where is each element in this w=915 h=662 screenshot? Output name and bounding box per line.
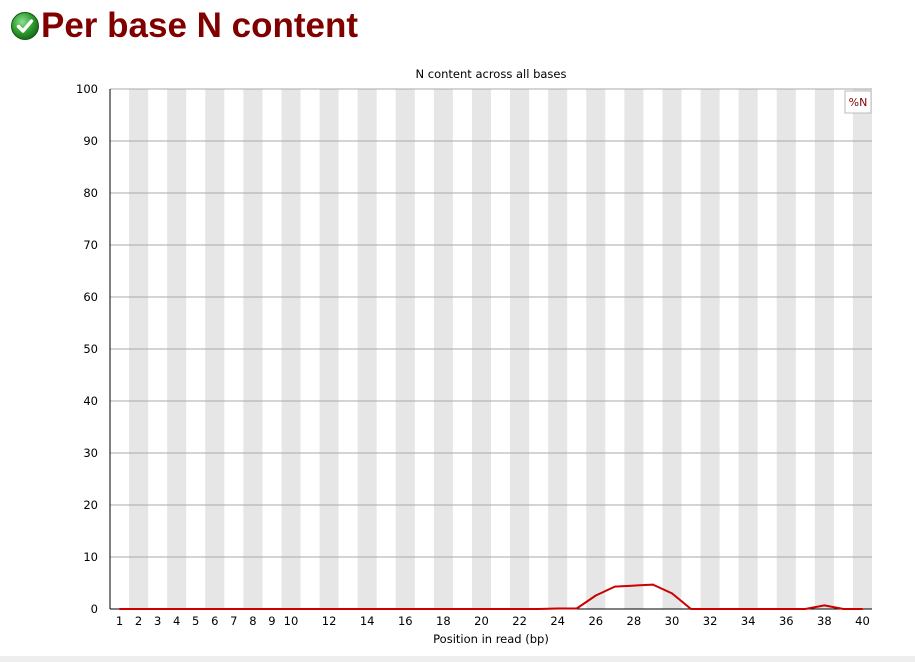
x-tick-label: 3 (154, 614, 161, 628)
x-tick-label: 5 (192, 614, 199, 628)
x-tick-label: 40 (855, 614, 870, 628)
x-tick-label: 2 (135, 614, 142, 628)
data-point (690, 608, 692, 610)
data-point (652, 583, 654, 586)
data-point (442, 608, 445, 610)
x-tick-label: 14 (360, 614, 375, 628)
x-tick-label: 10 (284, 614, 299, 628)
data-point (747, 608, 750, 610)
x-tick-label: 1 (116, 614, 123, 628)
data-point (290, 608, 292, 610)
y-tick-label: 60 (83, 290, 98, 304)
x-axis-label: Position in read (bp) (433, 632, 549, 646)
data-point (594, 594, 597, 597)
x-tick-label: 24 (550, 614, 565, 628)
x-tick-label: 20 (474, 614, 489, 628)
y-tick-label: 10 (83, 550, 98, 564)
module-header: Per base N content (10, 4, 358, 48)
x-tick-label: 28 (627, 614, 642, 628)
bottom-divider (0, 656, 915, 662)
data-point (251, 608, 254, 610)
x-tick-label: 4 (173, 614, 180, 628)
x-tick-label: 36 (779, 614, 794, 628)
data-point (423, 608, 426, 610)
data-point (461, 608, 464, 610)
y-tick-label: 80 (83, 186, 98, 200)
data-point (271, 608, 273, 610)
data-point (823, 604, 826, 607)
check-circle-icon (11, 12, 39, 40)
data-point (309, 608, 311, 610)
data-point (842, 608, 845, 610)
data-point (385, 608, 388, 610)
data-point (499, 608, 502, 610)
data-point (175, 608, 178, 610)
data-point (404, 608, 407, 610)
series-line-0 (119, 583, 863, 610)
data-point (613, 585, 616, 588)
x-tick-label: 34 (741, 614, 756, 628)
data-point (232, 608, 235, 610)
data-point (518, 608, 521, 610)
data-point (766, 608, 769, 610)
y-tick-label: 20 (83, 498, 98, 512)
x-tick-label: 16 (398, 614, 413, 628)
data-point (156, 608, 159, 610)
data-point (671, 592, 673, 595)
data-point (137, 608, 140, 610)
data-point (709, 608, 711, 610)
data-point (785, 608, 788, 610)
y-tick-label: 90 (83, 134, 98, 148)
y-tick-label: 50 (83, 342, 98, 356)
x-tick-label: 22 (512, 614, 527, 628)
x-tick-label: 7 (230, 614, 237, 628)
data-point (328, 608, 330, 610)
data-point (728, 608, 731, 610)
legend-box (844, 90, 872, 114)
data-point (118, 608, 121, 610)
data-point (575, 607, 578, 610)
x-tick-label: 32 (703, 614, 718, 628)
data-point (194, 608, 197, 610)
data-point (480, 608, 483, 610)
data-point (861, 608, 864, 610)
chart-title: N content across all bases (416, 67, 567, 81)
x-tick-label: 18 (436, 614, 451, 628)
x-tick-label: 6 (211, 614, 218, 628)
x-tick-label: 8 (249, 614, 256, 628)
data-point (347, 608, 350, 610)
y-tick-label: 0 (91, 602, 98, 616)
data-point (537, 608, 540, 610)
x-tick-label: 26 (588, 614, 603, 628)
y-tick-label: 30 (83, 446, 98, 460)
data-point (366, 608, 369, 610)
y-tick-label: 100 (76, 82, 98, 96)
x-tick-label: 9 (268, 614, 275, 628)
data-point (804, 608, 807, 610)
y-tick-label: 70 (83, 238, 98, 252)
x-tick-label: 30 (665, 614, 680, 628)
y-tick-label: 40 (83, 394, 98, 408)
x-tick-label: 38 (817, 614, 832, 628)
data-point (632, 584, 635, 587)
data-point (213, 608, 216, 610)
legend-entry: %N (849, 96, 868, 109)
x-tick-label: 12 (322, 614, 337, 628)
data-point (556, 607, 559, 610)
page-title: Per base N content (41, 6, 359, 45)
